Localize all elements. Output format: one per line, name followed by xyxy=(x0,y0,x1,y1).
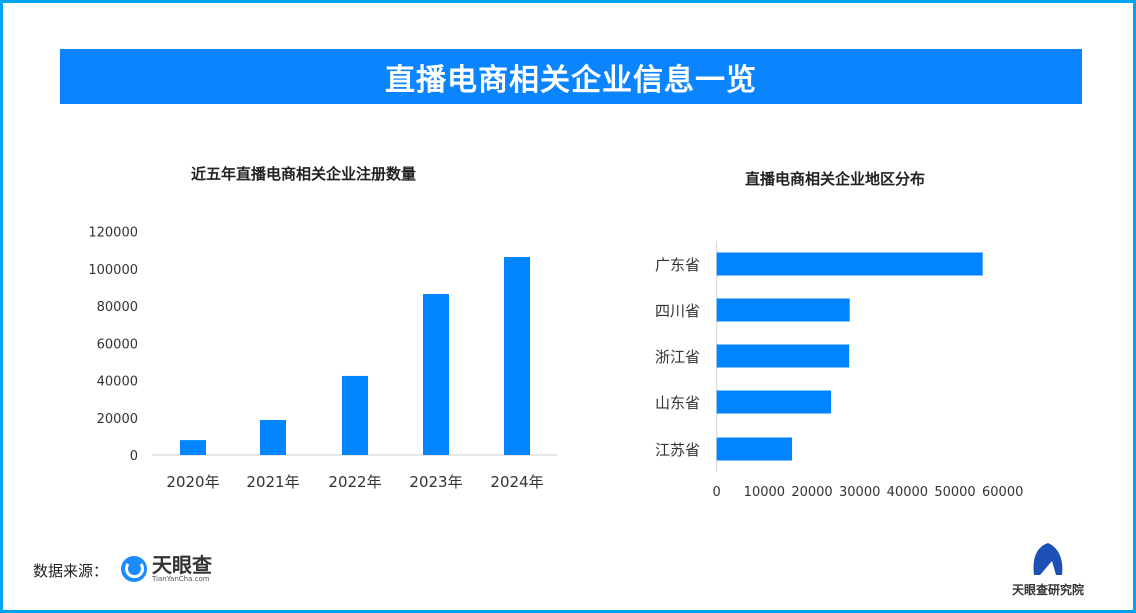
x-tick-label: 10000 xyxy=(744,485,785,500)
x-category-label: 2023年 xyxy=(409,473,462,491)
logo1-name: 天眼查 xyxy=(152,553,212,577)
y-tick-label: 20000 xyxy=(97,412,138,427)
tianyancha-logo-icon xyxy=(121,556,147,582)
x-tick-label: 50000 xyxy=(934,485,975,500)
x-category-label: 2022年 xyxy=(328,473,381,491)
x-category-label: 2024年 xyxy=(490,473,543,491)
y-tick-label: 120000 xyxy=(88,226,138,241)
x-tick-label: 30000 xyxy=(839,485,880,500)
bar-chart-title: 近五年直播电商相关企业注册数量 xyxy=(191,165,417,183)
page-title: 直播电商相关企业信息一览 xyxy=(60,49,1082,104)
hbar-江苏省 xyxy=(716,437,793,461)
tianyancha-institute-logo: 天眼查研究院 xyxy=(1008,541,1088,598)
y-category-label: 四川省 xyxy=(655,302,700,320)
bar-2024年 xyxy=(504,257,530,455)
hbar-四川省 xyxy=(716,298,850,322)
bar-2023年 xyxy=(423,294,449,455)
tianyancha-logo: 天眼查 TianYanCha.com xyxy=(119,554,212,584)
bar-2022年 xyxy=(342,375,368,455)
x-tick-label: 60000 xyxy=(982,485,1023,500)
source-label: 数据来源： xyxy=(33,562,109,580)
y-tick-label: 100000 xyxy=(88,263,138,278)
x-tick-label: 40000 xyxy=(887,485,928,500)
hbar-浙江省 xyxy=(716,344,850,368)
x-tick-label: 0 xyxy=(713,485,721,500)
y-tick-label: 0 xyxy=(130,449,138,464)
y-category-label: 山东省 xyxy=(655,394,700,412)
y-category-label: 广东省 xyxy=(655,256,700,274)
y-tick-label: 80000 xyxy=(97,300,138,315)
x-category-label: 2021年 xyxy=(246,473,299,491)
y-tick-label: 60000 xyxy=(97,337,138,352)
y-category-label: 江苏省 xyxy=(655,441,700,459)
y-tick-label: 40000 xyxy=(97,375,138,390)
y-category-label: 浙江省 xyxy=(655,348,700,366)
institute-logo-icon xyxy=(1033,543,1063,575)
x-tick-label: 20000 xyxy=(791,485,832,500)
hbar-山东省 xyxy=(716,390,832,414)
x-category-label: 2020年 xyxy=(166,473,219,491)
logo2-name: 天眼查研究院 xyxy=(1011,583,1084,597)
hbar-chart-title: 直播电商相关企业地区分布 xyxy=(745,170,926,188)
bar-2021年 xyxy=(260,420,286,455)
bar-2020年 xyxy=(180,440,206,455)
logo1-sub: TianYanCha.com xyxy=(152,575,210,583)
hbar-广东省 xyxy=(716,252,983,276)
